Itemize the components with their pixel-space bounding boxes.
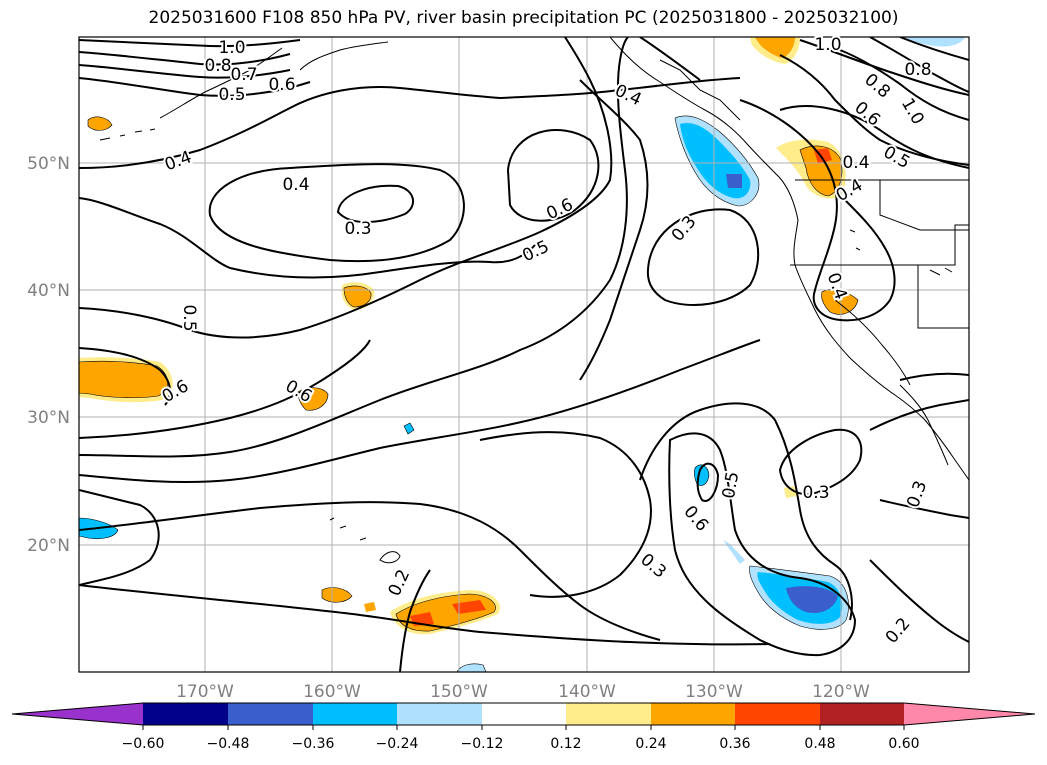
contour-0-4-ring [208, 163, 465, 263]
contour-0-3-mid [79, 501, 661, 641]
contour-0-2-south [79, 584, 771, 646]
colorbar-tick-label: 0.48 [804, 736, 835, 752]
lon-label: 160°W [303, 682, 361, 702]
contour-label: 0.3 [344, 219, 371, 239]
contour-0-5-west [79, 197, 536, 279]
lon-label: 130°W [685, 682, 743, 702]
lon-label: 150°W [430, 682, 488, 702]
map-frame [78, 36, 970, 673]
contour-label: 0.4 [842, 153, 869, 173]
lon-label: 170°W [176, 682, 234, 702]
contour-0-8 [79, 51, 291, 66]
contour-0-3-se [778, 428, 863, 496]
lat-label: 50°N [27, 154, 70, 174]
contour-label: 0.5 [218, 85, 245, 105]
lon-axis-labels: 170°W 160°W 150°W 140°W 130°W 120°W [176, 682, 870, 702]
pv-contours [79, 37, 969, 672]
colorbar-segment [228, 703, 313, 725]
colorbar-tick-label: 0.60 [888, 736, 919, 752]
contour-label: 0.8 [904, 60, 931, 80]
lat-axis-labels: 50°N 40°N 30°N 20°N [27, 154, 70, 556]
colorbar-tick-label: −0.48 [207, 736, 250, 752]
gridlines [79, 37, 969, 672]
lon-label: 120°W [812, 682, 870, 702]
contour-0-4-east [579, 79, 649, 381]
map-title: 2025031600 F108 850 hPa PV, river basin … [148, 8, 899, 28]
colorbar-tick-label: 0.12 [550, 736, 581, 752]
contour-label: 1.0 [814, 35, 841, 55]
colorbar-tick-label: −0.24 [376, 736, 419, 752]
contour-0-3-ring [336, 184, 414, 224]
colorbar-extend-low [12, 703, 143, 725]
colorbar-segment [820, 703, 904, 725]
contour-0-5-mid [79, 37, 613, 339]
colorbar-tick-label: 0.24 [635, 736, 666, 752]
coastlines [99, 37, 969, 564]
colorbar-extend-high [904, 703, 1035, 725]
colorbar-tick-label: −0.36 [292, 736, 335, 752]
contour-1-0 [79, 39, 301, 48]
contour-0-6-mid [79, 339, 371, 439]
contour-label: 0.4 [282, 175, 309, 195]
contour-label: 0.6 [268, 75, 295, 95]
contour-label: 1.0 [218, 38, 245, 58]
map-area [79, 37, 969, 672]
contour-0-6-ring [506, 129, 600, 222]
colorbar-segment [482, 703, 566, 725]
lat-label: 40°N [27, 281, 70, 301]
lat-label: 30°N [27, 408, 70, 428]
contour-0-4-north [79, 77, 741, 169]
colorbar-segment [735, 703, 820, 725]
contour-0-7 [79, 64, 291, 79]
contour-0-5-south [668, 432, 857, 657]
contour-0-3-ring-east [646, 208, 760, 306]
contour-0-4-coast [739, 99, 896, 322]
lat-label: 20°N [27, 536, 70, 556]
precip-shading [79, 37, 965, 672]
lon-label: 140°W [558, 682, 616, 702]
contour-0-5 [79, 77, 311, 97]
contour-0-6-west [79, 347, 171, 406]
contour-label: 0.7 [230, 65, 257, 85]
colorbar-tick-label: −0.12 [461, 736, 504, 752]
contour-label: 0.5 [179, 304, 199, 331]
colorbar-segment [651, 703, 735, 725]
contour-label: 0.3 [802, 483, 829, 503]
colorbar-segment [397, 703, 482, 725]
colorbar-segment [566, 703, 651, 725]
contour-label: 0.8 [204, 56, 231, 76]
contour-0-4-ne [779, 54, 969, 166]
colorbar: −0.60 −0.48 −0.36 −0.24 −0.12 0.12 0.24 … [11, 702, 1036, 752]
colorbar-tick-label: 0.36 [719, 736, 750, 752]
colorbar-segment [313, 703, 397, 725]
colorbar-tick-label: −0.60 [122, 736, 165, 752]
colorbar-segment [143, 703, 228, 725]
